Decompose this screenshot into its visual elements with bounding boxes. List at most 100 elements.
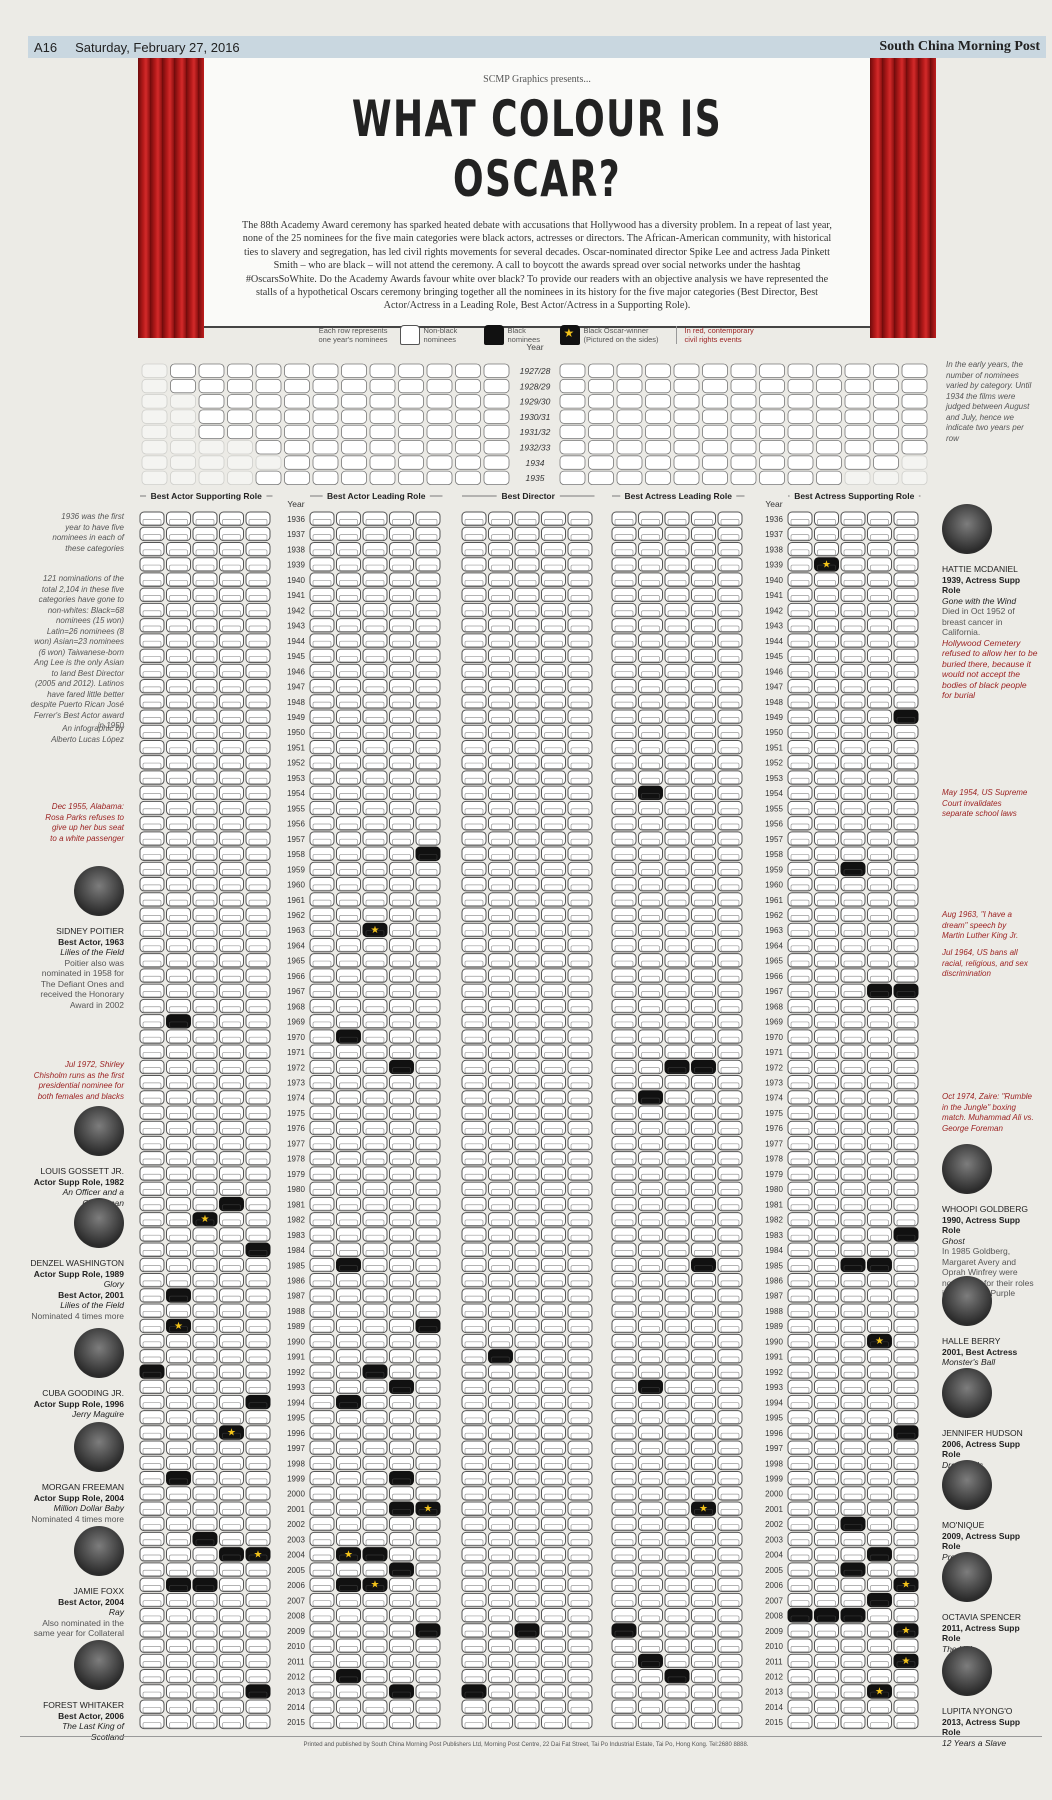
nonblack-seat: [488, 557, 513, 572]
nonblack-seat: [717, 1212, 743, 1227]
nonblack-seat: [139, 1318, 165, 1334]
nonblack-seat: [840, 648, 866, 663]
nonblack-seat: [717, 1379, 743, 1395]
nonblack-seat: [309, 572, 335, 587]
nonblack-seat: [664, 846, 690, 861]
nonblack-seat: [166, 1303, 191, 1318]
nonblack-seat: [362, 1531, 388, 1547]
nonblack-seat: [867, 1349, 892, 1364]
early-seat: [787, 470, 814, 486]
nonblack-seat: [139, 557, 165, 572]
early-seat: [873, 378, 899, 394]
nonblack-seat: [219, 877, 244, 892]
nonblack-seat: [567, 1303, 593, 1318]
nonblack-seat: [638, 1288, 663, 1303]
nonblack-seat: [611, 709, 637, 724]
nonblack-seat: [488, 937, 513, 953]
nonblack-seat: [362, 1075, 388, 1090]
nonblack-seat: [787, 1105, 813, 1120]
nonblack-seat: [717, 1562, 743, 1577]
nonblack-seat: [389, 1075, 414, 1090]
nonblack-seat: [787, 1075, 813, 1090]
nonblack-seat: [840, 922, 866, 938]
nonblack-seat: [840, 998, 866, 1014]
nonblack-seat: [166, 1333, 191, 1349]
nonblack-seat: [245, 1227, 271, 1242]
nonblack-seat: [488, 1486, 513, 1501]
nonblack-seat: [664, 1608, 690, 1623]
nonblack-seat: [567, 1257, 593, 1273]
nonblack-seat: [840, 1684, 866, 1699]
nonblack-seat: [362, 724, 388, 740]
nonblack-seat: [219, 587, 244, 603]
nonblack-seat: [415, 785, 441, 801]
early-seat: [312, 394, 339, 409]
nonblack-seat: [867, 709, 892, 724]
early-seat: [369, 409, 396, 424]
nonblack-seat: [664, 785, 690, 801]
nonblack-seat: [192, 557, 218, 572]
person-name: Forest Whitaker: [43, 1700, 124, 1710]
nonblack-seat: [166, 1516, 191, 1532]
nonblack-seat: [166, 1425, 191, 1440]
early-seat: [398, 394, 424, 409]
nonblack-seat: [245, 998, 271, 1014]
early-seat: [702, 440, 728, 455]
nonblack-seat: [488, 1090, 513, 1105]
nonblack-seat: [245, 587, 271, 603]
nonblack-seat: [336, 1425, 361, 1440]
early-seat: [284, 424, 310, 440]
nonblack-seat: [840, 1394, 866, 1410]
nonblack-seat: [893, 618, 919, 633]
person-note: Also nominated in the same year for Coll…: [33, 1617, 124, 1639]
nonblack-seat: [514, 633, 540, 648]
nonblack-seat: [867, 1410, 892, 1425]
early-seat-empty: [255, 455, 282, 470]
nonblack-seat: [514, 1577, 540, 1592]
nonblack-seat: [461, 1531, 487, 1547]
nonblack-seat: [166, 1653, 191, 1669]
nonblack-seat: [139, 1303, 165, 1318]
nonblack-seat: [192, 1181, 218, 1197]
nonblack-seat: [389, 922, 414, 938]
nonblack-seat: [840, 1379, 866, 1395]
nonblack-seat: [389, 877, 414, 892]
nonblack-seat: [840, 892, 866, 907]
nonblack-seat: [389, 1410, 414, 1425]
year-label: 1981: [765, 1200, 783, 1209]
nonblack-seat: [245, 816, 271, 831]
nonblack-seat: [488, 648, 513, 663]
nonblack-seat: [192, 1684, 218, 1699]
nonblack-seat: [814, 861, 839, 877]
year-label: 1961: [287, 896, 305, 905]
early-seat: [483, 409, 510, 424]
nonblack-seat: [362, 1592, 388, 1608]
early-seat: [616, 424, 643, 440]
nonblack-seat: [514, 587, 540, 603]
nonblack-seat: [717, 1364, 743, 1379]
nonblack-seat: [541, 877, 566, 892]
nonblack-seat: [362, 755, 388, 770]
star-icon: ★: [371, 1580, 380, 1591]
nonblack-seat: [514, 1440, 540, 1455]
nonblack-seat: [814, 618, 839, 633]
winner-seat: ★: [691, 1501, 716, 1516]
nonblack-seat: [245, 1349, 271, 1364]
nonblack-seat: [166, 663, 191, 679]
early-seat: [170, 378, 196, 394]
nonblack-seat: [691, 1425, 716, 1440]
nonblack-seat: [664, 1288, 690, 1303]
nonblack-seat: [166, 1044, 191, 1059]
nonblack-seat: [461, 1318, 487, 1334]
nonblack-seat: [664, 663, 690, 679]
nonblack-seat: [840, 937, 866, 953]
black-seat: [219, 1547, 244, 1562]
nonblack-seat: [717, 709, 743, 724]
nonblack-seat: [309, 1364, 335, 1379]
year-label: 2010: [287, 1642, 305, 1651]
person-award: 1990, Actress Supp Role: [942, 1214, 1021, 1236]
nonblack-seat: [192, 1699, 218, 1714]
nonblack-seat: [192, 526, 218, 542]
early-seat: [616, 409, 643, 424]
nonblack-seat: [787, 1166, 813, 1181]
